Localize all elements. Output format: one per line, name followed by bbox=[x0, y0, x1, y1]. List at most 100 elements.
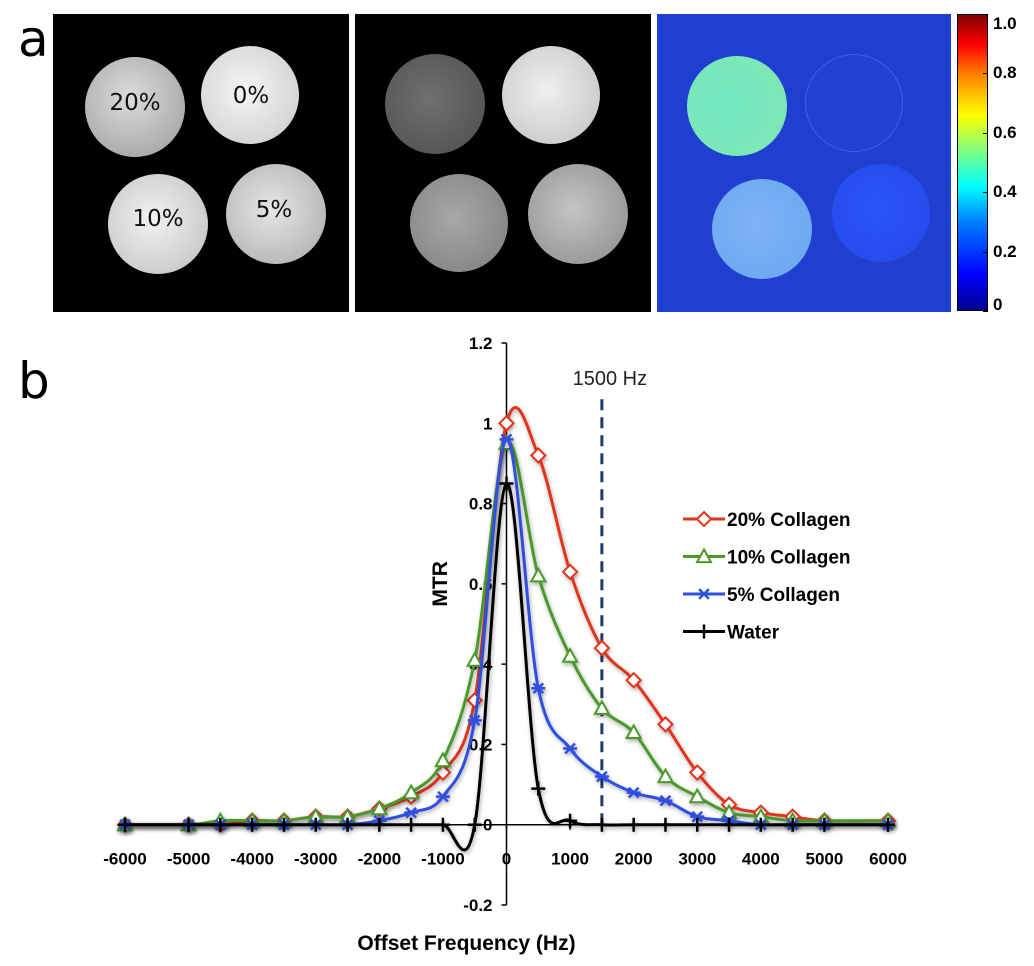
data-point bbox=[656, 767, 675, 784]
x-axis-title: Offset Frequency (Hz) bbox=[357, 932, 575, 955]
colorbar-tickmark bbox=[983, 311, 988, 312]
phantom-disk bbox=[502, 46, 600, 144]
colorbar-tickmark bbox=[983, 14, 988, 15]
x-tick-label: 4000 bbox=[742, 850, 780, 869]
annotation-label: 1500 Hz bbox=[573, 368, 648, 390]
phantom-label-0: 0% bbox=[232, 83, 270, 109]
x-tick-label: 3000 bbox=[678, 850, 716, 869]
colorbar-tick-label: 0.8 bbox=[993, 63, 1017, 83]
data-point bbox=[531, 781, 546, 796]
colorbar-tick-label: 0.4 bbox=[993, 182, 1017, 202]
mtr-map-image bbox=[657, 14, 951, 312]
data-point bbox=[690, 810, 705, 823]
data-point bbox=[817, 817, 832, 832]
data-point bbox=[658, 817, 673, 832]
y-tick-label: 1 bbox=[483, 414, 492, 433]
data-point bbox=[499, 433, 514, 446]
x-tick-label: 5000 bbox=[806, 850, 844, 869]
legend-label: 20% Collagen bbox=[727, 510, 851, 531]
data-point bbox=[467, 714, 482, 727]
data-point bbox=[276, 817, 291, 832]
phantom-disk bbox=[201, 46, 299, 144]
legend-marker bbox=[697, 588, 711, 600]
data-point bbox=[624, 723, 643, 739]
phantom-disk bbox=[712, 179, 812, 279]
x-tick-label: -5000 bbox=[167, 850, 210, 869]
data-point bbox=[435, 817, 450, 832]
legend-marker bbox=[695, 510, 713, 528]
panel-a-letter: a bbox=[18, 10, 49, 68]
x-tick-label: 6000 bbox=[869, 850, 907, 869]
phantom-disk bbox=[226, 164, 326, 264]
phantom-disk bbox=[410, 174, 508, 272]
phantom-label-5: 5% bbox=[255, 197, 293, 223]
x-tick-label: -3000 bbox=[294, 850, 337, 869]
data-point bbox=[658, 794, 673, 807]
data-point bbox=[245, 817, 260, 832]
data-point bbox=[118, 817, 132, 832]
data-point bbox=[499, 476, 514, 491]
data-point bbox=[308, 817, 323, 832]
colorbar-tick-label: 0.6 bbox=[993, 122, 1017, 142]
data-point bbox=[688, 787, 706, 804]
chart-axes: -0.200.20.40.60.811.2-6000-5000-4000-300… bbox=[103, 334, 907, 955]
data-point bbox=[593, 699, 611, 715]
phantom-disk bbox=[832, 164, 930, 262]
data-point bbox=[563, 813, 578, 828]
data-point bbox=[529, 566, 547, 583]
mri-image-labeled: 20% 0% 10% 5% bbox=[53, 14, 349, 312]
phantom-disk bbox=[687, 56, 787, 156]
colorbar-tick-label: 0.2 bbox=[993, 241, 1017, 261]
legend-marker bbox=[697, 624, 711, 639]
x-tick-label: 1000 bbox=[551, 850, 589, 869]
x-tick-label: 2000 bbox=[615, 850, 653, 869]
colorbar-tickmark bbox=[983, 251, 988, 253]
panel-b-letter: b bbox=[18, 352, 50, 410]
data-point bbox=[434, 751, 452, 768]
phantom-disk bbox=[805, 54, 903, 152]
data-point bbox=[593, 639, 611, 657]
phantom-disk bbox=[108, 174, 208, 274]
colorbar-tickmark bbox=[983, 192, 988, 194]
data-point bbox=[466, 651, 484, 667]
x-tick-label: -6000 bbox=[103, 850, 146, 869]
legend-label: Water bbox=[727, 623, 780, 644]
data-point bbox=[722, 817, 737, 832]
data-point bbox=[498, 414, 515, 432]
data-point bbox=[626, 786, 641, 799]
data-point bbox=[690, 817, 705, 832]
legend-marker bbox=[695, 547, 713, 564]
data-point bbox=[529, 446, 547, 464]
data-point bbox=[625, 671, 643, 689]
data-point bbox=[213, 817, 228, 832]
y-tick-label: 0.2 bbox=[469, 735, 493, 754]
data-point bbox=[688, 764, 706, 781]
data-point bbox=[561, 647, 579, 663]
colorbar-tickmark bbox=[983, 73, 988, 75]
colorbar bbox=[957, 14, 988, 311]
data-point bbox=[594, 770, 609, 783]
chart-series bbox=[116, 405, 897, 852]
y-axis-title: MTR bbox=[429, 561, 452, 607]
chart-legend: 20% Collagen 10% Collagen 5% Collagen Water bbox=[683, 510, 851, 644]
data-point bbox=[563, 742, 578, 755]
data-point bbox=[657, 715, 674, 733]
y-tick-label: -0.2 bbox=[463, 896, 492, 915]
y-tick-label: 1.2 bbox=[469, 334, 493, 353]
x-tick-label: 0 bbox=[502, 850, 511, 869]
data-point bbox=[402, 783, 420, 800]
data-point bbox=[404, 817, 419, 832]
colorbar-tick-label: 0 bbox=[993, 295, 1003, 314]
phantom-label-10: 10% bbox=[132, 206, 184, 232]
data-point bbox=[561, 563, 579, 581]
phantom-label-20: 20% bbox=[109, 90, 161, 116]
data-point bbox=[404, 806, 419, 819]
data-point bbox=[372, 817, 387, 832]
data-point bbox=[340, 817, 355, 832]
data-point bbox=[753, 817, 768, 832]
y-tick-label: 0.8 bbox=[469, 495, 493, 514]
legend-label: 5% Collagen bbox=[727, 585, 840, 606]
x-tick-label: -4000 bbox=[230, 850, 273, 869]
series-water bbox=[118, 476, 895, 852]
